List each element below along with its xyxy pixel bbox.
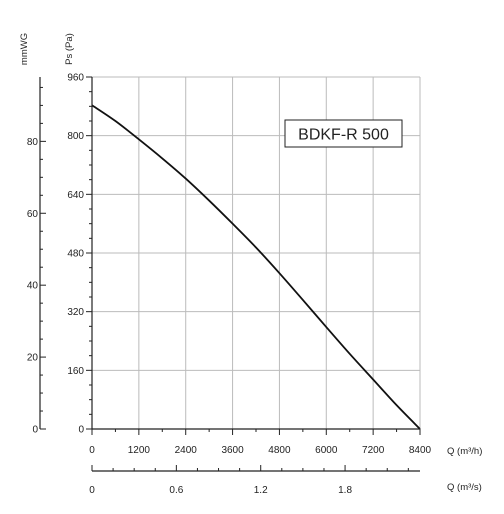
y2-tick-label: 40 <box>27 281 39 292</box>
x2-tick-label: 1.8 <box>338 485 352 496</box>
y-tick-label: 640 <box>67 190 84 201</box>
y-axis-mmwg: 0 20 40 60 80 <box>27 77 46 436</box>
y2-tick-label: 80 <box>27 137 39 148</box>
x-tick-label: 6000 <box>315 445 338 456</box>
x-tick-label: 4800 <box>268 445 291 456</box>
pressure-curve <box>91 104 421 430</box>
x-tick-label: 3600 <box>221 445 244 456</box>
y-axis-title-pa: Ps (Pa) <box>64 33 75 65</box>
x-tick-label: 2400 <box>175 445 198 456</box>
plot-frame <box>92 76 421 429</box>
y-axis-title-mmwg: mmWG <box>19 33 30 65</box>
curve-layer <box>91 104 421 430</box>
x2-tick-label: 0.6 <box>169 485 183 496</box>
model-badge-label: BDKF-R 500 <box>298 127 389 144</box>
x-axis-title-m3h: Q (m³/h) <box>447 446 482 457</box>
y-tick-label: 960 <box>67 73 84 84</box>
y-axis-pa: 0 160 320 480 640 800 960 <box>67 73 93 436</box>
y2-tick-label: 0 <box>32 425 38 436</box>
model-badge-box <box>284 119 403 148</box>
x-axis-m3h: 0 1200 2400 3600 4800 6000 7200 8400 <box>89 428 432 456</box>
x-axis-m3s: 0 0.6 1.2 1.8 <box>89 465 420 496</box>
y-tick-label: 0 <box>78 425 84 436</box>
x-tick-label: 1200 <box>128 445 151 456</box>
y-tick-label: 320 <box>67 307 84 318</box>
x-tick-label: 0 <box>89 445 95 456</box>
model-badge: BDKF-R 500 <box>284 119 403 148</box>
x-tick-label: 7200 <box>362 445 385 456</box>
x2-tick-label: 0 <box>89 485 95 496</box>
x-axis-title-m3s: Q (m³/s) <box>447 482 482 493</box>
x-tick-label: 8400 <box>409 445 432 456</box>
y2-tick-label: 20 <box>27 353 39 364</box>
y-tick-label: 160 <box>67 366 84 377</box>
y2-tick-label: 60 <box>27 209 39 220</box>
x2-tick-label: 1.2 <box>254 485 268 496</box>
y-tick-label: 480 <box>67 249 84 260</box>
y-tick-label: 800 <box>67 131 84 142</box>
